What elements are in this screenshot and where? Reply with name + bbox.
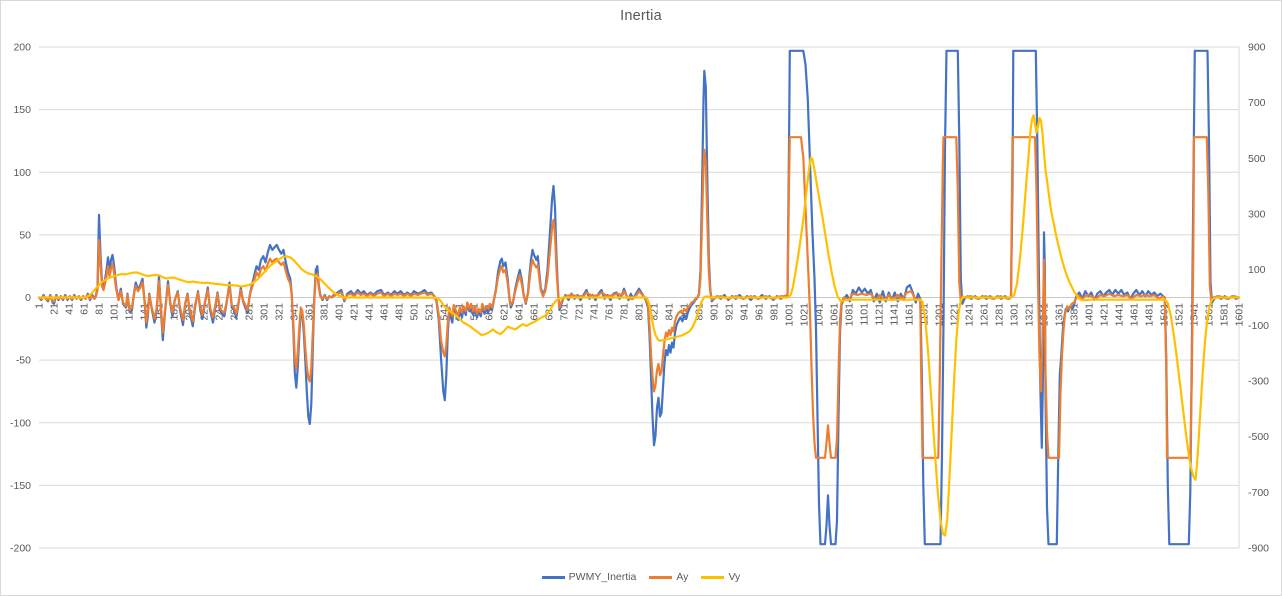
x-axis-tick-label: 1401 bbox=[1084, 303, 1096, 327]
legend-label: Vy bbox=[728, 571, 741, 583]
x-axis-tick-label: 1541 bbox=[1189, 303, 1201, 327]
x-axis-tick-label: 1 bbox=[34, 303, 46, 309]
x-axis-tick-label: 321 bbox=[274, 303, 286, 321]
x-axis-tick-label: 1001 bbox=[784, 303, 796, 327]
left-axis-tick-label: -50 bbox=[16, 355, 31, 367]
x-axis-tick-label: 1581 bbox=[1219, 303, 1231, 327]
x-axis-tick-label: 1461 bbox=[1129, 303, 1141, 327]
x-axis-tick-label: 781 bbox=[619, 303, 631, 321]
legend-swatch-Ay bbox=[649, 575, 673, 579]
x-axis-tick-label: 961 bbox=[754, 303, 766, 321]
right-axis-tick-label: 500 bbox=[1248, 153, 1266, 165]
x-axis-tick-label: 41 bbox=[64, 303, 76, 315]
left-axis-tick-label: 0 bbox=[25, 292, 31, 304]
x-axis-tick-label: 1421 bbox=[1099, 303, 1111, 327]
left-axis-tick-label: 200 bbox=[13, 42, 31, 54]
chart-legend: PWMY_Inertia Ay Vy bbox=[1, 566, 1281, 588]
x-axis-tick-label: 521 bbox=[424, 303, 436, 321]
series-line-Vy bbox=[37, 114, 1241, 537]
x-axis-tick-label: 61 bbox=[79, 303, 91, 315]
x-axis-tick-label: 641 bbox=[514, 303, 526, 321]
legend-item-Vy[interactable]: Vy bbox=[701, 571, 740, 583]
x-axis-tick-label: 1521 bbox=[1174, 303, 1186, 327]
x-axis-tick-label: 721 bbox=[574, 303, 586, 321]
left-axis-tick-label: -150 bbox=[10, 480, 31, 492]
right-axis-tick-label: -100 bbox=[1248, 320, 1269, 332]
x-axis-tick-label: 1121 bbox=[874, 303, 886, 326]
x-axis-tick-label: 301 bbox=[259, 303, 271, 321]
legend-label: PWMY_Inertia bbox=[568, 571, 637, 583]
x-axis-tick-label: 1601 bbox=[1234, 303, 1246, 327]
left-axis-tick-label: 50 bbox=[19, 229, 31, 241]
right-axis-tick-label: 900 bbox=[1248, 42, 1266, 54]
x-axis-tick-label: 701 bbox=[559, 303, 571, 321]
left-axis-tick-label: 150 bbox=[13, 104, 31, 116]
x-axis-tick-label: 1161 bbox=[904, 303, 916, 326]
x-axis-tick-label: 1361 bbox=[1054, 303, 1066, 327]
legend-item-Ay[interactable]: Ay bbox=[649, 571, 688, 583]
left-axis-tick-label: 100 bbox=[13, 167, 31, 179]
right-axis-tick-label: 300 bbox=[1248, 209, 1266, 221]
x-axis-tick-label: 801 bbox=[634, 303, 646, 321]
x-axis-tick-label: 1441 bbox=[1114, 303, 1126, 327]
chart-title[interactable]: Inertia bbox=[620, 8, 662, 24]
x-axis-tick-label: 1061 bbox=[829, 303, 841, 327]
x-axis-tick-label: 941 bbox=[739, 303, 751, 321]
right-axis-tick-label: -900 bbox=[1248, 543, 1269, 555]
x-axis-tick-label: 501 bbox=[409, 303, 421, 321]
x-axis-tick-label: 421 bbox=[349, 303, 361, 321]
right-axis-tick-label: 100 bbox=[1248, 264, 1266, 276]
right-axis-tick-label: -700 bbox=[1248, 487, 1269, 499]
x-axis-tick-label: 621 bbox=[499, 303, 511, 321]
x-axis-tick-label: 101 bbox=[109, 303, 121, 321]
x-axis-tick-label: 21 bbox=[49, 303, 61, 315]
x-axis-tick-label: 921 bbox=[724, 303, 736, 321]
x-axis-tick-label: 981 bbox=[769, 303, 781, 321]
x-axis-tick-label: 381 bbox=[319, 303, 331, 321]
x-axis-tick-label: 1021 bbox=[799, 303, 811, 327]
x-axis-tick-label: 441 bbox=[364, 303, 376, 321]
x-axis-tick-label: 1481 bbox=[1144, 303, 1156, 327]
right-axis-tick-label: -500 bbox=[1248, 431, 1269, 443]
x-axis-tick-label: 1261 bbox=[979, 303, 991, 327]
legend-item-PWMY_Inertia[interactable]: PWMY_Inertia bbox=[541, 571, 637, 583]
x-axis-tick-label: 661 bbox=[529, 303, 541, 321]
legend-swatch-Vy bbox=[701, 575, 725, 579]
right-axis-tick-label: -300 bbox=[1248, 376, 1269, 388]
x-axis-tick-label: 1241 bbox=[964, 303, 976, 327]
x-axis-tick-label: 1281 bbox=[994, 303, 1006, 327]
right-axis-tick-label: 700 bbox=[1248, 97, 1266, 109]
x-axis-tick-label: 241 bbox=[214, 303, 226, 321]
series-line-Ay bbox=[37, 136, 1241, 459]
x-axis-tick-label: 741 bbox=[589, 303, 601, 321]
left-axis-tick-label: -100 bbox=[10, 417, 31, 429]
x-axis-tick-label: 1081 bbox=[844, 303, 856, 327]
x-axis-tick-label: 81 bbox=[94, 303, 106, 315]
legend-label: Ay bbox=[676, 571, 689, 583]
x-axis-tick-label: 341 bbox=[289, 303, 301, 321]
x-axis-tick-label: 1321 bbox=[1024, 303, 1036, 327]
x-axis-tick-label: 1141 bbox=[889, 303, 901, 326]
x-axis-tick-label: 401 bbox=[334, 303, 346, 321]
x-axis-tick-label: 481 bbox=[394, 303, 406, 321]
x-axis-tick-label: 1301 bbox=[1009, 303, 1021, 327]
x-axis-tick-label: 841 bbox=[664, 303, 676, 321]
x-axis-tick-label: 901 bbox=[709, 303, 721, 321]
legend-swatch-PWMY_Inertia bbox=[541, 575, 565, 579]
x-axis-tick-label: 1101 bbox=[859, 303, 871, 326]
left-axis-tick-label: -200 bbox=[10, 543, 31, 555]
x-axis-tick-label: 761 bbox=[604, 303, 616, 321]
x-axis-tick-label: 461 bbox=[379, 303, 391, 321]
